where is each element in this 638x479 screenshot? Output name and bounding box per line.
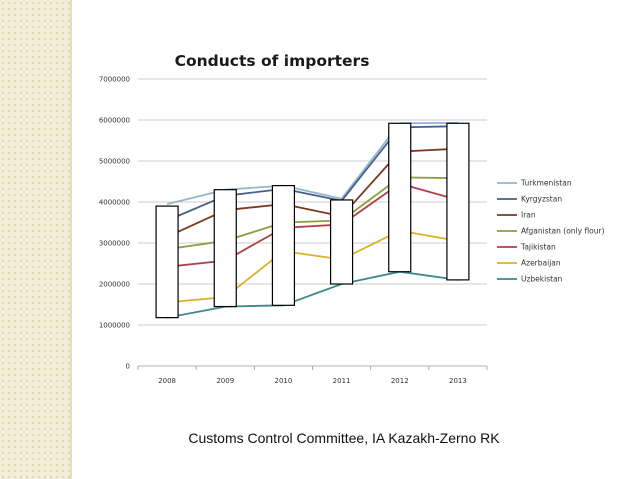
y-tick-label: 6000000 bbox=[99, 117, 130, 125]
x-tick-label: 2009 bbox=[216, 377, 234, 385]
y-axis-ticks: 0 1000000 2000000 3000000 4000000 5000000 6000… bbox=[99, 76, 130, 371]
chart-title: Conducts of importers bbox=[175, 52, 370, 70]
range-box bbox=[446, 122, 470, 281]
range-boxes bbox=[155, 122, 470, 319]
x-axis-ticks: 2008 2009 2010 2011 2012 2013 bbox=[137, 366, 488, 385]
series-lines bbox=[166, 122, 459, 319]
y-tick-label: 0 bbox=[126, 363, 130, 371]
series-line-turkmenistan bbox=[166, 122, 458, 205]
legend-label: Kyrgyzstan bbox=[521, 195, 562, 204]
range-box bbox=[388, 122, 412, 273]
x-tick-label: 2013 bbox=[449, 377, 467, 385]
y-tick-label: 5000000 bbox=[99, 158, 130, 166]
legend-label: Turkmenistan bbox=[520, 179, 572, 188]
y-tick-label: 4000000 bbox=[99, 199, 130, 207]
legend: Turkmenistan Kyrgyzstan Iran Afganistan (on… bbox=[497, 179, 605, 284]
legend-label: Afganistan (only flour) bbox=[521, 227, 605, 236]
series-line-azerbaijan bbox=[167, 229, 459, 304]
sidebar-edge bbox=[70, 0, 72, 479]
x-tick-label: 2010 bbox=[275, 377, 293, 385]
x-tick-label: 2012 bbox=[391, 377, 409, 385]
legend-label: Iran bbox=[521, 211, 536, 220]
y-tick-label: 2000000 bbox=[99, 281, 130, 289]
legend-label: Tajikistan bbox=[520, 243, 556, 252]
range-box bbox=[213, 189, 237, 308]
decorative-sidebar bbox=[0, 0, 70, 479]
series-line-tajikistan bbox=[167, 182, 459, 268]
series-line-uzbekistan bbox=[166, 270, 459, 319]
y-tick-label: 1000000 bbox=[99, 322, 130, 330]
x-tick-label: 2011 bbox=[333, 377, 351, 385]
y-tick-label: 7000000 bbox=[99, 76, 130, 84]
legend-label: Uzbekistan bbox=[521, 275, 563, 284]
range-box bbox=[271, 185, 296, 306]
range-box bbox=[329, 199, 354, 285]
x-tick-label: 2008 bbox=[158, 377, 176, 385]
source-caption: Customs Control Committee, IA Kazakh-Zer… bbox=[188, 430, 500, 446]
range-box bbox=[155, 205, 179, 319]
gridlines bbox=[138, 78, 487, 367]
series-line-kyrgyzstan bbox=[166, 125, 458, 222]
legend-label: Azerbaijan bbox=[521, 259, 561, 268]
y-tick-label: 3000000 bbox=[99, 240, 130, 248]
